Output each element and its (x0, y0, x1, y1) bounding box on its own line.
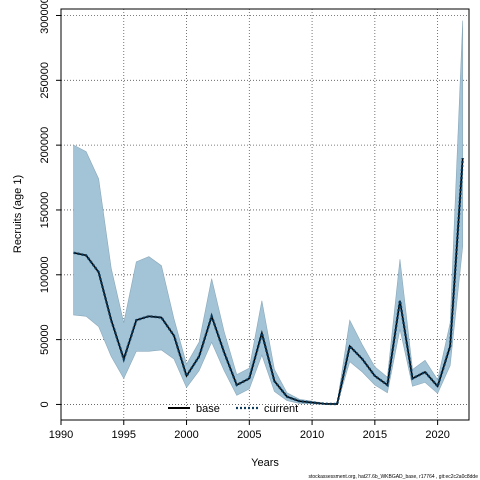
y-tick-label-250000: 250000 (39, 62, 51, 99)
series-lines (73, 158, 464, 406)
x-tick-label-1995: 1995 (112, 429, 136, 441)
y-tick-label-150000: 150000 (39, 192, 51, 229)
x-tick-label-2005: 2005 (237, 429, 261, 441)
y-tick-label-200000: 200000 (39, 127, 51, 164)
legend-label-current: current (264, 403, 298, 415)
confidence-band-area (73, 20, 464, 405)
legend-label-base: base (196, 403, 220, 415)
series-line-current (73, 158, 464, 406)
y-tick-label-50000: 50000 (39, 324, 51, 355)
x-tick-label-2015: 2015 (363, 429, 387, 441)
x-tick-label-1990: 1990 (49, 429, 73, 441)
y-tick-label-0: 0 (39, 401, 51, 407)
y-axis-label: Recruits (age 1) (12, 175, 24, 253)
y-axis-ticks: 0 50000 100000 150000 200000 250000 300000 (39, 0, 61, 408)
x-axis-ticks: 1990 1995 2000 2005 2010 2015 2020 (49, 420, 450, 441)
plot-frame (60, 8, 470, 421)
y-tick-label-300000: 300000 (39, 0, 51, 34)
x-tick-label-2000: 2000 (174, 429, 198, 441)
x-tick-label-2020: 2020 (425, 429, 449, 441)
legend: base current (168, 403, 298, 415)
y-tick-label-100000: 100000 (39, 256, 51, 293)
x-tick-label-2010: 2010 (300, 429, 324, 441)
confidence-band (73, 20, 464, 405)
x-axis-label: Years (251, 457, 279, 469)
footer-text: stockassessment.org, hat27.6b_WKBGAD_bas… (308, 474, 478, 480)
